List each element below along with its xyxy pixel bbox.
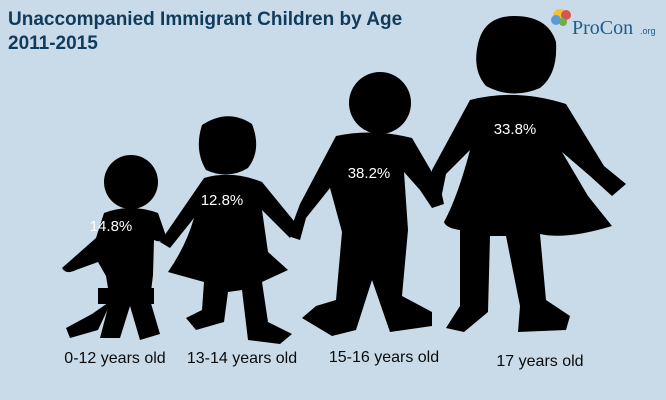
title-block: Unaccompanied Immigrant Children by Age … [8,8,402,56]
logo-emblem-icon [551,9,571,26]
category-label-0-12: 0-12 years old [64,350,165,367]
teen-figure-15-16 [288,72,444,336]
chart-title: Unaccompanied Immigrant Children by Age [8,9,403,30]
category-label-15-16: 15-16 years old [329,349,439,366]
category-label-13-14: 13-14 years old [187,350,297,367]
category-label-17: 17 years old [496,353,583,370]
category-labels: 0-12 years old 13-14 years old 15-16 yea… [64,349,583,370]
child-figure-0-12 [62,155,166,340]
value-label-15-16: 38.2% [348,165,391,182]
value-label-13-14: 12.8% [201,192,244,209]
value-labels: 14.8% 12.8% 38.2% 33.8% [90,121,537,235]
value-label-17: 33.8% [494,121,537,138]
teen-figure-17 [428,16,626,332]
chart-subtitle: 2011-2015 [8,33,98,54]
child-figure-13-14 [160,116,298,344]
logo-suffix: .org [640,26,656,36]
logo-text: ProCon [572,17,633,39]
value-label-0-12: 14.8% [90,218,133,235]
procon-logo: ProCon .org [551,9,656,39]
